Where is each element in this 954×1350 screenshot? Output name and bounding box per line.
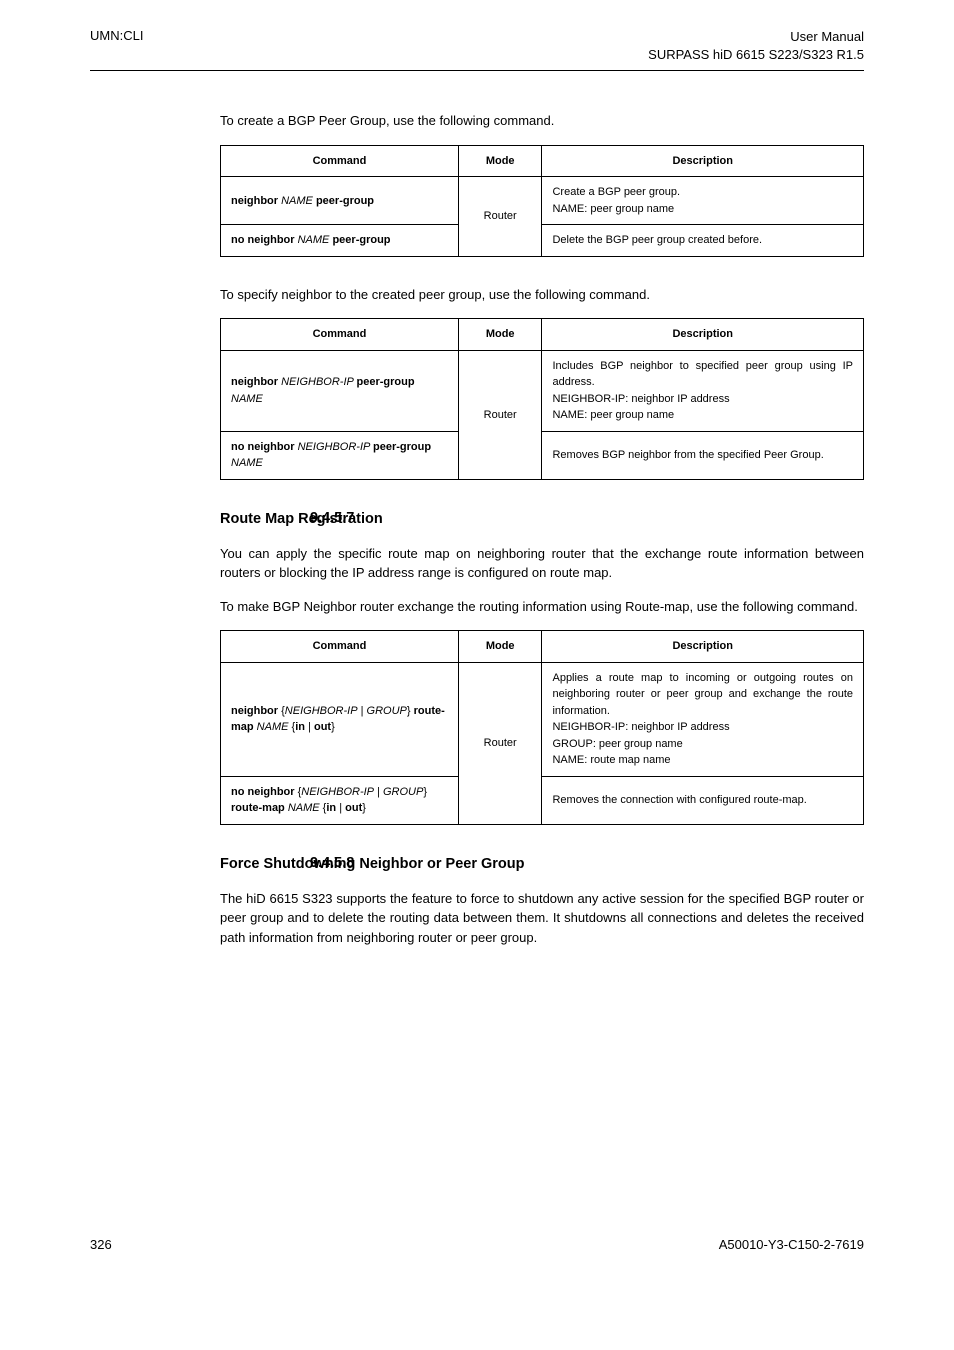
desc-line: NEIGHBOR-IP: neighbor IP address [552, 719, 853, 736]
cmd-bold2: peer-group [316, 195, 374, 207]
cmd-cell: no neighbor NEIGHBOR-IP peer-group NAME [221, 431, 459, 479]
cmd-part: out [345, 802, 362, 814]
cmd-part: | [336, 802, 345, 814]
cmd-bold: no neighbor [231, 441, 298, 453]
desc-line: Create a BGP peer group. [552, 184, 853, 201]
desc-line: NAME: peer group name [552, 201, 853, 218]
header-left: UMN:CLI [90, 28, 143, 64]
desc-cell: Applies a route map to incoming or outgo… [542, 662, 864, 776]
table-row: no neighbor NEIGHBOR-IP peer-group NAME … [221, 431, 864, 479]
cmd-part: } [423, 786, 427, 798]
cmd-part: NAME [285, 802, 320, 814]
cmd-part: GROUP [367, 705, 407, 717]
header-right-2: SURPASS hiD 6615 S223/S323 R1.5 [648, 46, 864, 64]
section1-para1: You can apply the specific route map on … [220, 544, 864, 583]
cmd-part: NEIGHBOR-IP [285, 705, 358, 717]
th-description: Description [542, 631, 864, 663]
table-row: neighbor {NEIGHBOR-IP | GROUP} route-map… [221, 662, 864, 776]
th-mode: Mode [458, 145, 542, 177]
desc-line: NAME: route map name [552, 752, 853, 769]
desc-cell: Removes BGP neighbor from the specified … [542, 431, 864, 479]
cmd-italic: NAME [281, 195, 316, 207]
cmd-bold: neighbor [231, 195, 281, 207]
table-peer-group: Command Mode Description neighbor NAME p… [220, 145, 864, 257]
table-specify-neighbor: Command Mode Description neighbor NEIGHB… [220, 318, 864, 480]
cmd-part: | [305, 721, 314, 733]
cmd-part: in [326, 802, 336, 814]
intro-para-1: To create a BGP Peer Group, use the foll… [220, 111, 864, 131]
table-header-row: Command Mode Description [221, 145, 864, 177]
cmd-bold2: peer-group [373, 441, 431, 453]
section2-para1: The hiD 6615 S323 supports the feature t… [220, 889, 864, 948]
section-number: 9.4.5.7 [310, 510, 354, 526]
cmd-italic2: NAME [231, 457, 263, 469]
page-number: 326 [90, 1237, 112, 1252]
cmd-cell: neighbor NEIGHBOR-IP peer-group NAME [221, 350, 459, 431]
table-header-row: Command Mode Description [221, 631, 864, 663]
cmd-part: NAME [254, 721, 289, 733]
desc-line: NEIGHBOR-IP: neighbor IP address [552, 391, 853, 408]
table-route-map: Command Mode Description neighbor {NEIGH… [220, 630, 864, 825]
section-title: Force Shutdowning Neighbor or Peer Group [220, 856, 525, 872]
mode-cell: Router [458, 177, 542, 257]
cmd-part: } [362, 802, 366, 814]
cmd-cell: no neighbor NAME peer-group [221, 225, 459, 257]
cmd-part: no neighbor [231, 786, 295, 798]
section-number: 9.4.5.8 [310, 855, 354, 871]
cmd-part: route-map [231, 802, 285, 814]
cmd-italic: NEIGHBOR-IP [298, 441, 373, 453]
cmd-part: | [358, 705, 367, 717]
cmd-italic: NEIGHBOR-IP [281, 376, 356, 388]
th-mode: Mode [458, 319, 542, 351]
desc-line: Includes BGP neighbor to specified peer … [552, 358, 853, 391]
desc-cell: Delete the BGP peer group created before… [542, 225, 864, 257]
section-title: Route Map Registration [220, 511, 383, 527]
cmd-part: } [331, 721, 335, 733]
cmd-bold: neighbor [231, 376, 281, 388]
cmd-part: in [295, 721, 305, 733]
cmd-bold2: peer-group [357, 376, 415, 388]
th-command: Command [221, 631, 459, 663]
table-header-row: Command Mode Description [221, 319, 864, 351]
th-description: Description [542, 319, 864, 351]
mode-cell: Router [458, 662, 542, 824]
cmd-part: out [314, 721, 331, 733]
desc-line: GROUP: peer group name [552, 736, 853, 753]
table-row: neighbor NAME peer-group Router Create a… [221, 177, 864, 225]
cmd-bold: no neighbor [231, 234, 298, 246]
cmd-part: GROUP [383, 786, 423, 798]
desc-cell: Removes the connection with configured r… [542, 776, 864, 824]
table-row: neighbor NEIGHBOR-IP peer-group NAME Rou… [221, 350, 864, 431]
cmd-italic: NAME [298, 234, 333, 246]
mode-cell: Router [458, 350, 542, 479]
doc-number: A50010-Y3-C150-2-7619 [719, 1237, 864, 1252]
desc-cell: Includes BGP neighbor to specified peer … [542, 350, 864, 431]
th-description: Description [542, 145, 864, 177]
table-row: no neighbor {NEIGHBOR-IP | GROUP} route-… [221, 776, 864, 824]
cmd-cell: no neighbor {NEIGHBOR-IP | GROUP} route-… [221, 776, 459, 824]
desc-cell: Create a BGP peer group. NAME: peer grou… [542, 177, 864, 225]
cmd-part: NEIGHBOR-IP [301, 786, 374, 798]
th-command: Command [221, 145, 459, 177]
intro-para-2: To specify neighbor to the created peer … [220, 285, 864, 305]
desc-line: NAME: peer group name [552, 407, 853, 424]
cmd-part: } [407, 705, 414, 717]
cmd-cell: neighbor NAME peer-group [221, 177, 459, 225]
table-row: no neighbor NAME peer-group Delete the B… [221, 225, 864, 257]
cmd-part: | [374, 786, 383, 798]
desc-line: Applies a route map to incoming or outgo… [552, 670, 853, 720]
cmd-part: neighbor [231, 705, 278, 717]
section1-para2: To make BGP Neighbor router exchange the… [220, 597, 864, 617]
header-right-1: User Manual [648, 28, 864, 46]
cmd-part: { [278, 705, 285, 717]
th-mode: Mode [458, 631, 542, 663]
cmd-italic2: NAME [231, 393, 263, 405]
th-command: Command [221, 319, 459, 351]
cmd-cell: neighbor {NEIGHBOR-IP | GROUP} route-map… [221, 662, 459, 776]
cmd-bold2: peer-group [332, 234, 390, 246]
